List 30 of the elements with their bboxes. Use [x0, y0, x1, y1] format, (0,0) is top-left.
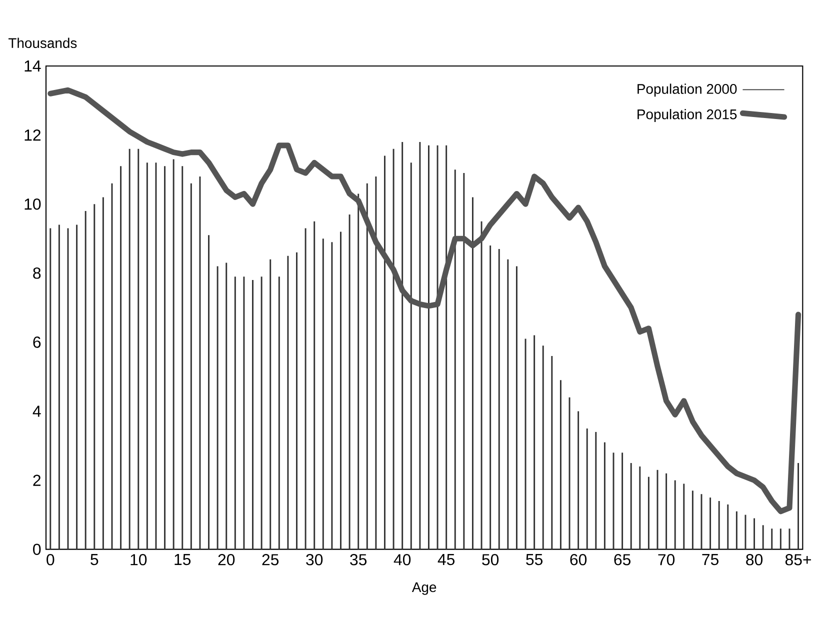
- legend-label: Population 2000: [638, 84, 737, 97]
- x-tick-label: 25: [262, 554, 279, 566]
- y-tick-label: 2: [33, 474, 41, 486]
- x-tick-label: 80: [746, 554, 763, 566]
- x-tick-label: 55: [526, 554, 542, 566]
- x-tick-label: 70: [658, 554, 675, 566]
- legend-label: Population 2015: [638, 109, 737, 122]
- y-tick-label: 10: [24, 198, 41, 210]
- x-tick-label: 60: [570, 554, 587, 566]
- x-tick-label: 30: [306, 554, 323, 566]
- x-tick-label: 65: [614, 554, 630, 566]
- y-tick-label: 14: [24, 60, 41, 72]
- x-tick-label: 85+: [785, 554, 811, 566]
- x-tick-label: 20: [218, 554, 235, 566]
- y-tick-label: 0: [33, 544, 41, 555]
- x-tick-label: 50: [482, 554, 499, 566]
- x-tick-label: 35: [350, 554, 367, 566]
- x-tick-label: 15: [174, 554, 191, 566]
- x-tick-label: 40: [394, 554, 411, 566]
- x-axis-title: Age: [412, 582, 436, 595]
- y-tick-label: 6: [33, 336, 41, 348]
- x-tick-label: 5: [90, 554, 98, 566]
- y-axis-title: Thousands: [8, 38, 77, 48]
- x-tick-label: 10: [130, 554, 147, 566]
- y-tick-label: 8: [33, 268, 41, 279]
- x-tick-label: 45: [438, 554, 455, 566]
- y-tick-label: 4: [32, 406, 41, 417]
- y-tick-label: 12: [24, 129, 40, 141]
- x-tick-label: 0: [46, 554, 54, 566]
- x-tick-label: 75: [702, 554, 718, 566]
